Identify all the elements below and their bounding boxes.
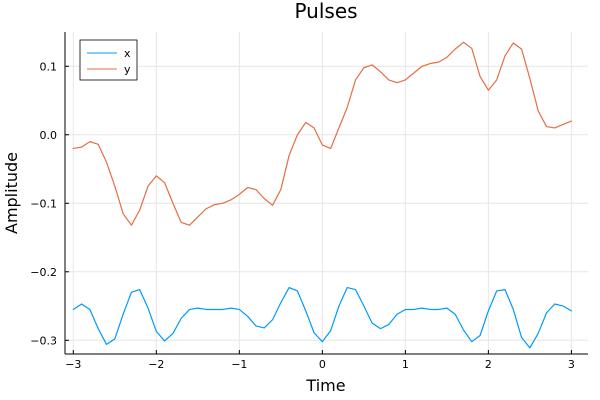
y-axis-label: Amplitude	[2, 152, 21, 234]
x-tick-label: 1	[402, 358, 409, 371]
y-tick-label: −0.1	[30, 197, 57, 210]
legend-box	[79, 39, 138, 81]
legend-label-y: y	[124, 63, 131, 76]
x-tick-label: 2	[485, 358, 492, 371]
series-line-x	[72, 286, 573, 349]
y-tick-label: −0.3	[30, 334, 57, 347]
y-tick-label: 0.0	[40, 129, 58, 142]
y-tick-label: 0.1	[40, 60, 58, 73]
series-line-y	[72, 41, 573, 226]
plot-frame	[65, 32, 588, 354]
legend: x y	[79, 39, 138, 81]
x-tick-label: 0	[319, 358, 326, 371]
x-tick-label: −1	[231, 358, 247, 371]
chart-title: Pulses	[294, 0, 357, 23]
y-tick-label: −0.2	[30, 266, 57, 279]
x-axis-label: Time	[305, 376, 345, 395]
ticks-layer: −3 −2 −1 0 1 2 3 −0.3 −0.2 −0.1 0.0 0.1	[30, 60, 575, 371]
x-tick-label: −2	[148, 358, 164, 371]
grid-layer	[65, 32, 588, 354]
x-tick-label: 3	[568, 358, 575, 371]
legend-label-x: x	[124, 47, 131, 60]
x-tick-label: −3	[65, 358, 81, 371]
series-layer	[72, 41, 573, 349]
